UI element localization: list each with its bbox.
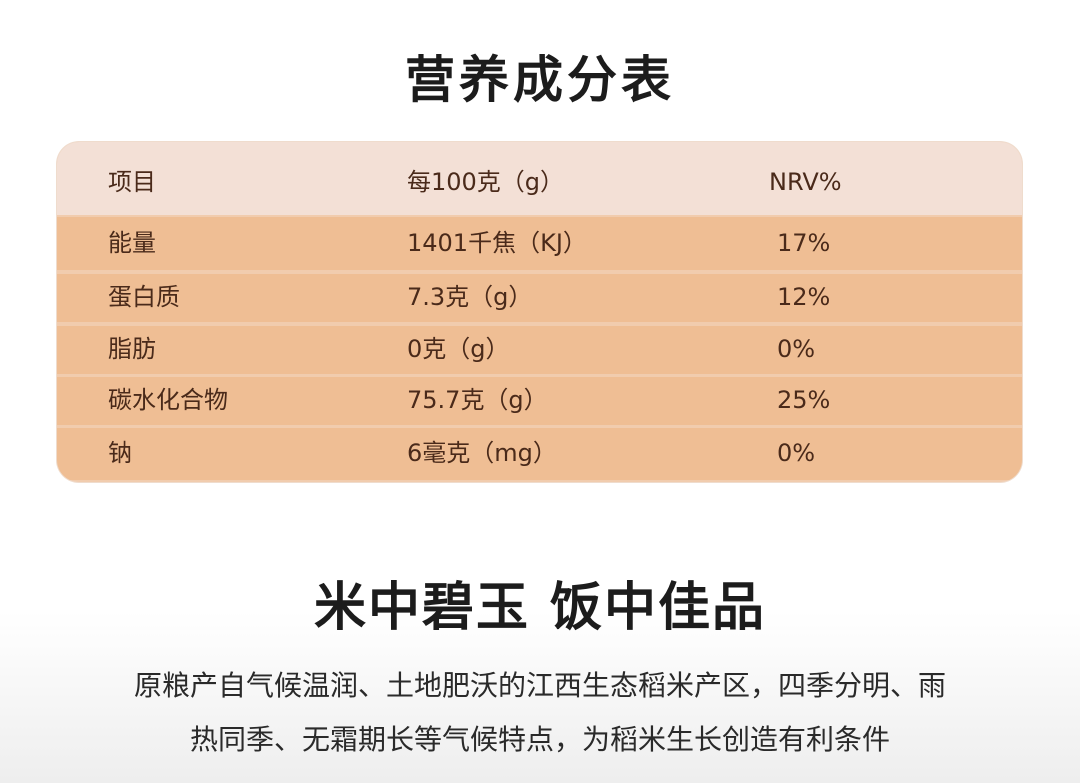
row-nrv: 25% (777, 386, 831, 414)
row-nrv: 17% (777, 228, 831, 257)
description-line-2: 热同季、无霜期长等气候特点，为稻米生长创造有利条件 (189, 723, 890, 756)
row-item: 脂肪 (108, 335, 156, 363)
table-row: 蛋白质 7.3克（g） 12% (57, 274, 1022, 322)
page-title: 营养成分表 (405, 50, 675, 109)
nutrition-table: 项目 每100克（g） NRV% 能量 1401千焦（KJ） 17% 蛋白质 7.3克（… (57, 142, 1022, 482)
row-amount: 0克（g） (407, 335, 510, 363)
description-line-1: 原粮产自气候温润、土地肥沃的江西生态稻米产区，四季分明、雨 (133, 669, 946, 702)
row-item: 钠 (108, 439, 132, 467)
row-item: 碳水化合物 (108, 386, 228, 414)
slogan: 米中碧玉 饭中佳品 (313, 577, 767, 638)
header-nrv: NRV% (769, 168, 842, 196)
table-row: 脂肪 0克（g） 0% (57, 326, 1022, 374)
row-item: 蛋白质 (108, 283, 180, 311)
row-amount: 75.7克（g） (407, 386, 548, 414)
row-item: 能量 (108, 228, 156, 257)
table-row: 碳水化合物 75.7克（g） 25% (57, 377, 1022, 425)
header-item: 项目 (108, 168, 156, 196)
row-nrv: 0% (777, 439, 816, 467)
row-nrv: 0% (777, 335, 816, 363)
header-per100g: 每100克（g） (407, 168, 565, 196)
table-row: 能量 1401千焦（KJ） 17% (57, 217, 1022, 270)
row-amount: 1401千焦（KJ） (407, 228, 587, 257)
table-header: 项目 每100克（g） NRV% (57, 142, 1022, 215)
table-row: 钠 6毫克（mg） 0% (57, 428, 1022, 480)
row-nrv: 12% (777, 283, 831, 311)
row-amount: 6毫克（mg） (407, 439, 557, 467)
row-amount: 7.3克（g） (407, 283, 533, 311)
